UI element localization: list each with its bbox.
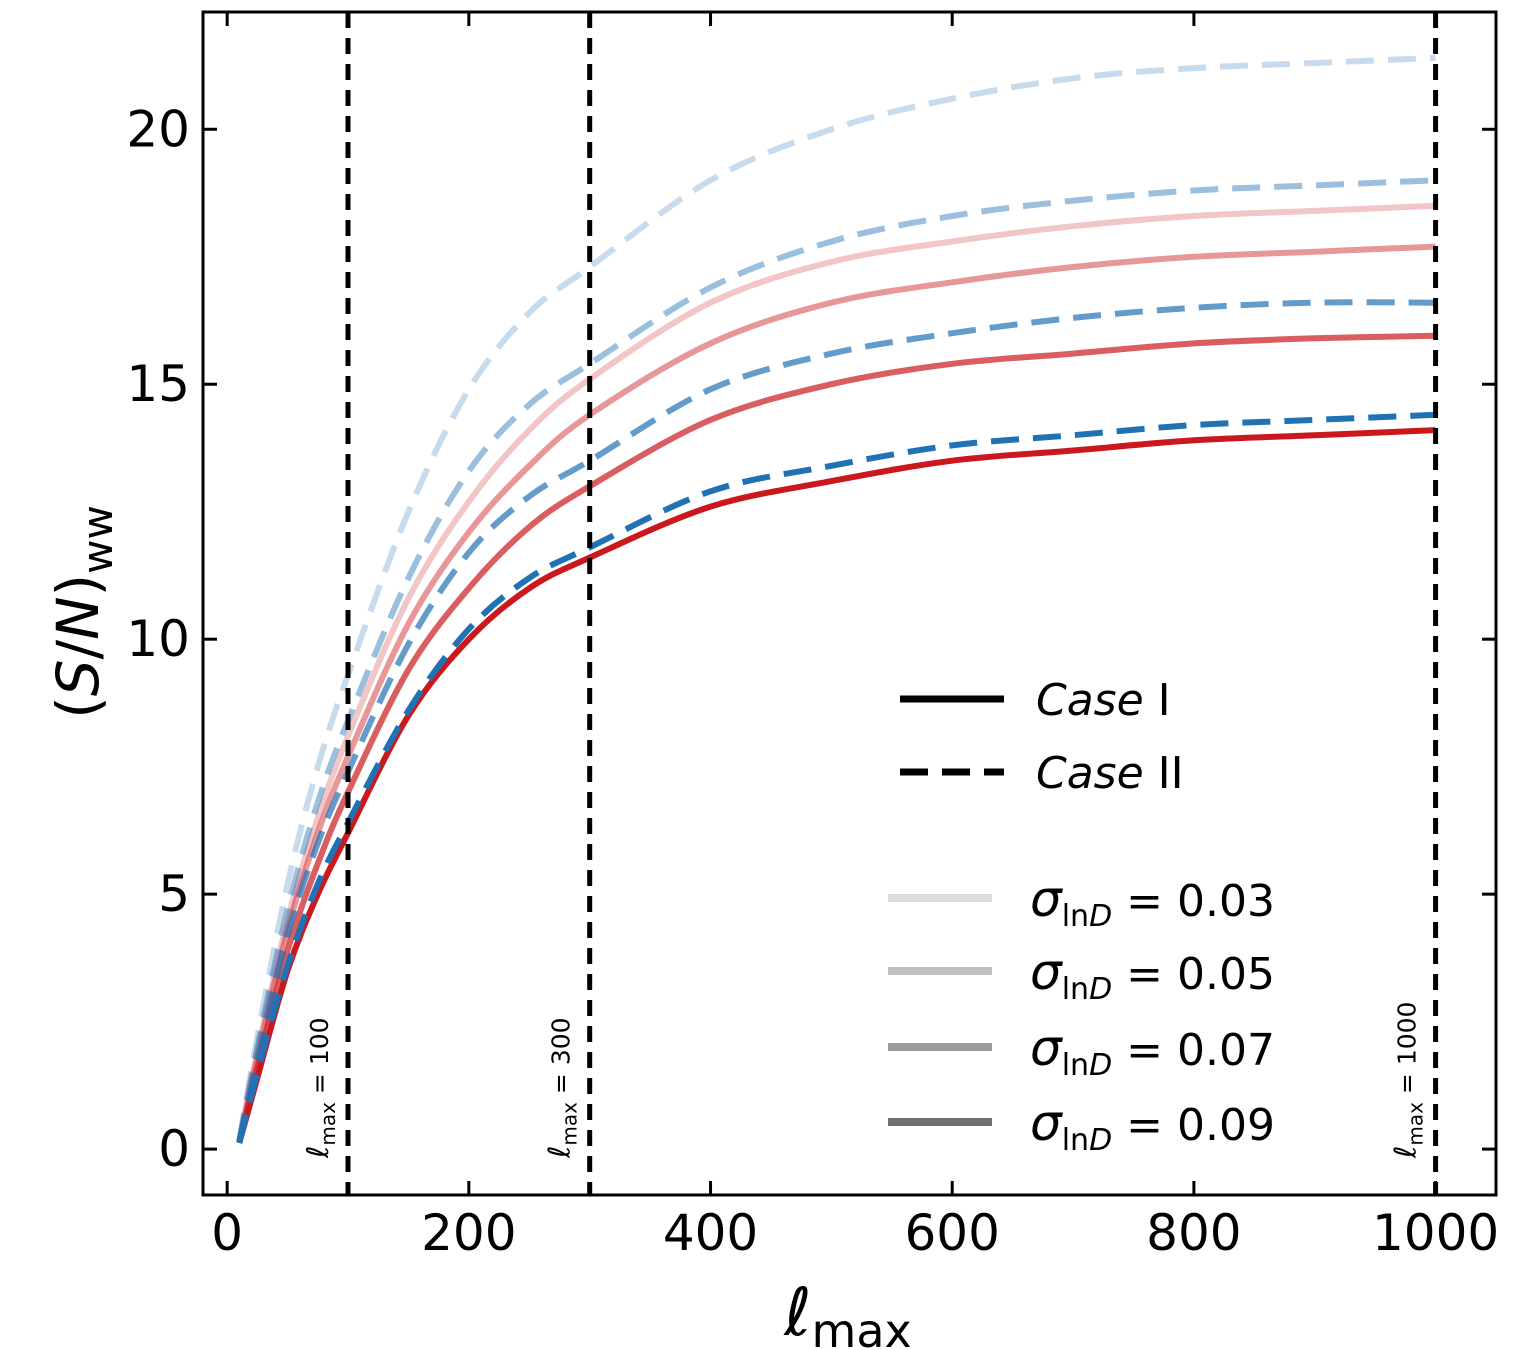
vline-label-base: ℓ: [543, 1146, 578, 1159]
legend-case-roman: II: [1144, 748, 1184, 799]
x-axis-title-sub: max: [812, 1304, 912, 1350]
legend-sigma-label-3: σlnD = 0.07: [1030, 1019, 1275, 1083]
y-tick-label-5: 5: [158, 865, 190, 923]
legend-sigma-base: σ: [1030, 870, 1063, 928]
vline-label-rest: = 100: [305, 1017, 334, 1102]
y-tick-label-15: 15: [126, 355, 190, 413]
x-tick-label-600: 600: [904, 1204, 999, 1262]
vline-label-sub: max: [1404, 1102, 1428, 1146]
series-line-case-i-sigma-009: [236, 427, 1436, 1144]
legend-case-roman: I: [1144, 675, 1171, 726]
legend-sigma-base: σ: [1030, 1094, 1063, 1152]
series-line-case-ii-sigma-005: [236, 177, 1436, 1143]
vline-label-300: ℓmax = 300: [543, 1017, 582, 1159]
legend-sigma-sub-roman: ln: [1062, 972, 1089, 1007]
y-axis-title-char: N: [44, 596, 112, 639]
x-tick-label-800: 800: [1146, 1204, 1241, 1262]
y-axis-title-char: (: [44, 696, 112, 719]
legend-case-italic: Case: [1036, 748, 1144, 799]
y-axis-title-sub: ww: [73, 505, 122, 574]
vline-label-base: ℓ: [301, 1146, 336, 1159]
legend-sigma-sub-italic: D: [1089, 1048, 1112, 1083]
legend-sigma-value: = 0.09: [1112, 1100, 1275, 1151]
legend-case-label-2: Case II: [1036, 748, 1184, 799]
x-axis-title-base: ℓ: [783, 1274, 811, 1350]
plot-frame: [201, 10, 1498, 1197]
series-line-case-ii-sigma-003: [236, 54, 1436, 1141]
y-axis-title-char: ): [44, 574, 112, 597]
x-tick-label-1000: 1000: [1372, 1204, 1499, 1262]
legend-case-label-1: Case I: [1036, 675, 1171, 726]
vline-label-sub: max: [558, 1102, 582, 1146]
legend-sigma-base: σ: [1030, 1019, 1063, 1077]
y-axis-title: (S/N)ww: [44, 505, 122, 719]
legend-sigma-label-4: σlnD = 0.09: [1030, 1094, 1275, 1158]
series-line-case-i-sigma-007: [236, 332, 1436, 1144]
y-tick-label-0: 0: [158, 1120, 190, 1178]
x-tick-label-200: 200: [421, 1204, 516, 1262]
legend-sigma-base: σ: [1030, 943, 1063, 1001]
legend-sigma-sub-italic: D: [1089, 1123, 1112, 1158]
x-tick-label-400: 400: [663, 1204, 758, 1262]
axes: 0 200 400 600 800 1000 0 5 10 15 20: [126, 10, 1499, 1262]
y-tick-label-20: 20: [126, 100, 190, 158]
y-axis-title-char: S: [44, 659, 112, 696]
y-axis-title-char: /: [44, 639, 112, 659]
legend-sigma-value: = 0.03: [1112, 876, 1275, 927]
x-tick-label-0: 0: [211, 1204, 243, 1262]
legend-case-italic: Case: [1036, 675, 1144, 726]
y-tick-label-10: 10: [126, 610, 190, 668]
axis-titles: ℓmax(S/N)ww: [44, 505, 912, 1350]
vline-label-base: ℓ: [1389, 1146, 1424, 1159]
vline-label-rest: = 300: [547, 1017, 576, 1102]
legend-sigma-sub-italic: D: [1089, 899, 1112, 934]
series-line-case-i-sigma-003: [236, 202, 1436, 1143]
vline-label-rest: = 1000: [1393, 1002, 1422, 1102]
legend-sigma-value: = 0.05: [1112, 949, 1275, 1000]
vline-label-sub: max: [316, 1102, 340, 1146]
legend-sigma-sub-italic: D: [1089, 972, 1112, 1007]
legend-sigma-sub-roman: ln: [1062, 1048, 1089, 1083]
legend-sigma-sub-roman: ln: [1062, 899, 1089, 934]
series-line-case-ii-sigma-007: [236, 299, 1436, 1143]
vline-label-1000: ℓmax = 1000: [1389, 1002, 1428, 1159]
legend-sigma-sub-roman: ln: [1062, 1123, 1089, 1158]
legend-sigma-value: = 0.07: [1112, 1025, 1275, 1076]
legend-sigma-label-2: σlnD = 0.05: [1030, 943, 1275, 1007]
vline-label-100: ℓmax = 100: [301, 1017, 340, 1159]
legend-sigma-label-1: σlnD = 0.03: [1030, 870, 1275, 934]
x-axis-title: ℓmax: [783, 1274, 912, 1350]
